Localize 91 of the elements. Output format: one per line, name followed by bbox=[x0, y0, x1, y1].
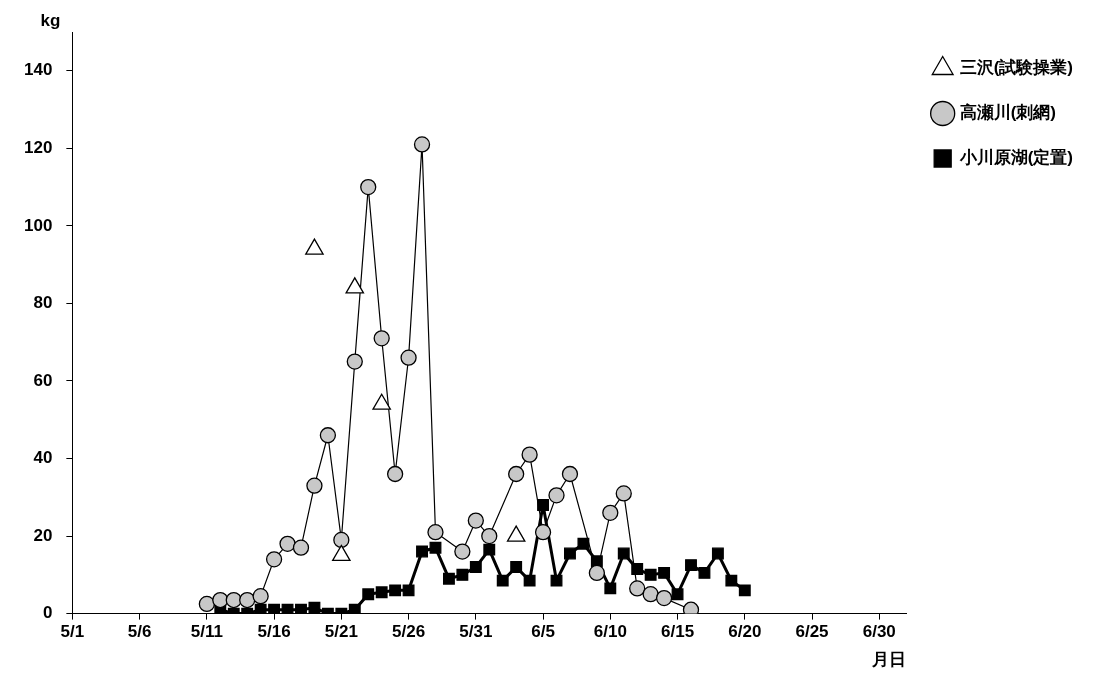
point bbox=[362, 588, 375, 601]
point bbox=[467, 512, 484, 529]
point bbox=[389, 584, 402, 597]
point bbox=[239, 591, 256, 609]
x-tick-label: 6/10 bbox=[593, 622, 627, 642]
point bbox=[631, 563, 644, 575]
point bbox=[442, 572, 455, 585]
x-tick-label: 5/6 bbox=[127, 622, 152, 642]
x-tick-label: 6/5 bbox=[531, 622, 555, 642]
x-tick-label: 5/26 bbox=[392, 622, 426, 642]
legend-label: 三沢(試験操業) bbox=[959, 58, 1074, 78]
point bbox=[617, 547, 630, 560]
y-tick-label: 60 bbox=[33, 370, 53, 390]
point bbox=[346, 353, 363, 370]
x-tick-label: 5/16 bbox=[257, 622, 291, 642]
point bbox=[510, 561, 523, 574]
point bbox=[360, 178, 377, 196]
point bbox=[615, 485, 632, 502]
point bbox=[725, 574, 738, 587]
x-axis-title: 月日 bbox=[871, 649, 907, 669]
point bbox=[588, 564, 606, 582]
point bbox=[564, 547, 576, 560]
point bbox=[523, 574, 536, 587]
point bbox=[386, 465, 404, 483]
point bbox=[429, 541, 442, 554]
point bbox=[738, 584, 751, 597]
x-tick-label: 6/30 bbox=[862, 622, 896, 642]
point bbox=[295, 603, 307, 614]
point bbox=[548, 487, 565, 504]
point bbox=[413, 136, 431, 153]
point bbox=[319, 427, 337, 444]
point bbox=[268, 603, 281, 614]
point bbox=[604, 582, 617, 595]
point bbox=[508, 465, 525, 483]
point bbox=[348, 603, 361, 614]
point bbox=[306, 477, 323, 494]
point bbox=[496, 574, 509, 587]
point bbox=[629, 580, 646, 597]
point bbox=[469, 561, 482, 574]
x-tick-label: 5/31 bbox=[459, 622, 493, 642]
point bbox=[711, 547, 724, 560]
point bbox=[292, 539, 310, 556]
point bbox=[534, 524, 552, 541]
x-tick-label: 6/20 bbox=[728, 622, 762, 642]
point bbox=[373, 330, 390, 347]
point bbox=[602, 504, 619, 521]
point bbox=[308, 601, 321, 614]
point bbox=[521, 446, 538, 463]
point bbox=[658, 566, 671, 579]
x-tick-label: 5/11 bbox=[190, 622, 223, 642]
point bbox=[671, 588, 684, 601]
point bbox=[265, 551, 283, 568]
point bbox=[655, 589, 673, 607]
point bbox=[225, 591, 242, 609]
x-tick-label: 6/25 bbox=[795, 622, 829, 642]
point bbox=[537, 499, 550, 511]
point bbox=[416, 545, 428, 558]
point bbox=[402, 584, 415, 597]
y-tick-label: 80 bbox=[33, 293, 53, 313]
x-tick-label: 5/1 bbox=[60, 622, 85, 642]
point bbox=[279, 535, 296, 552]
point bbox=[254, 603, 267, 614]
point bbox=[400, 349, 417, 366]
y-tick-label: 40 bbox=[33, 448, 53, 468]
legend-label: 小川原湖(定置) bbox=[958, 148, 1074, 168]
x-tick-label: 6/15 bbox=[661, 622, 695, 642]
y-axis-title: kg bbox=[40, 11, 61, 31]
point bbox=[481, 527, 498, 545]
point bbox=[212, 591, 229, 609]
point bbox=[642, 586, 659, 603]
point bbox=[454, 543, 471, 560]
point bbox=[685, 559, 697, 572]
x-tick-label: 5/21 bbox=[324, 622, 358, 642]
legend-label: 高瀬川(刺網) bbox=[959, 103, 1057, 123]
y-tick-label: 120 bbox=[23, 138, 53, 158]
point bbox=[644, 568, 657, 581]
y-tick-label: 140 bbox=[23, 60, 53, 80]
y-tick-label: 100 bbox=[23, 215, 53, 235]
point bbox=[550, 574, 563, 587]
point bbox=[252, 588, 269, 605]
point bbox=[698, 566, 711, 579]
y-tick-label: 20 bbox=[33, 525, 53, 545]
point bbox=[333, 531, 350, 549]
point bbox=[198, 595, 215, 613]
point bbox=[375, 586, 388, 599]
point bbox=[456, 568, 469, 581]
point bbox=[577, 537, 590, 550]
y-tick-label: 0 bbox=[42, 603, 53, 623]
point bbox=[427, 524, 444, 541]
point bbox=[561, 465, 579, 483]
point bbox=[483, 543, 496, 556]
